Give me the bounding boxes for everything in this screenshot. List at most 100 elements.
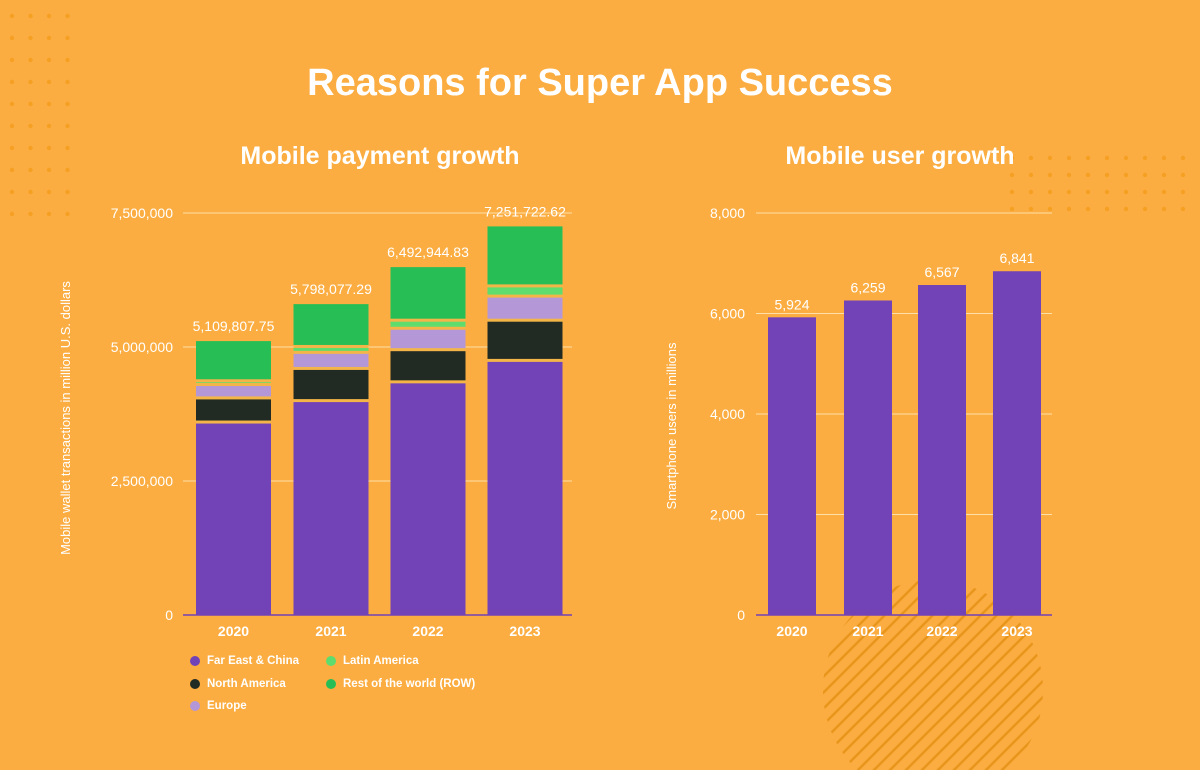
y-tick-label: 2,500,000 xyxy=(111,473,173,489)
y-tick-label: 0 xyxy=(165,607,173,623)
decor-dot xyxy=(46,79,52,85)
bar-segment xyxy=(196,380,271,385)
y-tick-label: 4,000 xyxy=(710,406,745,422)
segment-separator xyxy=(487,358,563,362)
segment-separator xyxy=(487,284,563,288)
legend-item-europe: Europe xyxy=(190,700,247,712)
bar-segment xyxy=(487,320,563,361)
x-tick-label: 2022 xyxy=(926,623,957,639)
decor-dot xyxy=(1142,189,1148,195)
bar-value-label: 6,841 xyxy=(999,250,1034,266)
decor-dot xyxy=(1028,172,1034,178)
decor-dot xyxy=(1047,155,1053,161)
legend-swatch xyxy=(326,679,336,689)
decor-dot xyxy=(9,145,15,151)
bar-segment xyxy=(390,349,466,382)
decor-dot xyxy=(65,35,70,41)
x-tick-label: 2022 xyxy=(412,623,443,639)
decor-dot xyxy=(46,57,52,63)
y-axis-label: Smartphone users in millions xyxy=(664,342,679,509)
decor-dot xyxy=(1047,189,1053,195)
bar-segment xyxy=(293,352,369,369)
decor-dot xyxy=(1161,172,1167,178)
decor-stripe xyxy=(971,580,1043,770)
decor-stripe xyxy=(823,580,961,770)
segment-separator xyxy=(487,294,563,298)
decor-dot xyxy=(9,13,15,19)
bar-value-label: 6,259 xyxy=(850,279,885,295)
decor-dot xyxy=(46,167,52,173)
decor-dot xyxy=(65,79,70,85)
decor-dot xyxy=(9,79,15,85)
decor-dot xyxy=(28,145,33,151)
decor-dot xyxy=(9,211,15,217)
legend-label: Europe xyxy=(207,700,247,712)
decor-stripe xyxy=(923,580,1043,770)
decor-dot xyxy=(1047,206,1053,212)
decor-dot xyxy=(65,101,70,107)
segment-separator xyxy=(196,420,271,424)
decor-dot xyxy=(28,167,33,173)
segment-separator xyxy=(293,366,369,370)
segment-separator xyxy=(293,344,369,348)
decor-dot xyxy=(9,189,15,195)
bar-segment xyxy=(196,397,271,423)
x-tick-label: 2021 xyxy=(852,623,883,639)
decor-stripe xyxy=(843,580,1043,770)
legend-label: Rest of the world (ROW) xyxy=(343,678,476,690)
bar-total-label: 5,798,077.29 xyxy=(290,281,372,297)
decor-dot xyxy=(1180,189,1186,195)
dot-pattern-top-left xyxy=(9,13,70,217)
decor-dot xyxy=(1009,206,1015,212)
x-tick-label: 2023 xyxy=(509,623,540,639)
y-tick-label: 8,000 xyxy=(710,205,745,221)
decor-dot xyxy=(46,13,52,19)
decor-stripe xyxy=(891,580,1043,770)
bar-segment xyxy=(196,384,271,398)
bar-total-label: 6,492,944.83 xyxy=(387,244,469,260)
decor-dot xyxy=(1066,155,1072,161)
bar-value-label: 6,567 xyxy=(924,264,959,280)
bar-segment xyxy=(487,360,563,615)
decor-dot xyxy=(1066,206,1072,212)
bar-segment xyxy=(196,341,271,381)
decor-dot xyxy=(1123,155,1129,161)
bar-segment xyxy=(390,381,466,615)
decor-dot xyxy=(65,57,70,63)
decor-dot xyxy=(46,101,52,107)
decor-dot xyxy=(9,167,15,173)
decor-dot xyxy=(9,123,15,129)
y-tick-label: 5,000,000 xyxy=(111,339,173,355)
decor-dot xyxy=(1180,206,1186,212)
decor-dot xyxy=(28,101,33,107)
decor-dot xyxy=(1104,155,1110,161)
decor-dot xyxy=(28,123,33,129)
y-tick-label: 0 xyxy=(737,607,745,623)
segment-separator xyxy=(390,318,466,322)
decor-dot xyxy=(65,167,70,173)
bar-value-label: 5,924 xyxy=(774,296,809,312)
bar-total-label: 5,109,807.75 xyxy=(193,318,275,334)
decor-dot xyxy=(9,35,15,41)
segment-separator xyxy=(390,326,466,330)
bar-segment xyxy=(293,346,369,353)
bar xyxy=(844,300,892,615)
decor-dot xyxy=(46,211,52,217)
decor-dot xyxy=(1104,206,1110,212)
decor-dot xyxy=(65,123,70,129)
decor-dot xyxy=(1104,172,1110,178)
decor-dot xyxy=(1028,155,1034,161)
decor-dot xyxy=(1123,172,1129,178)
decor-dot xyxy=(1161,155,1167,161)
decor-stripe xyxy=(907,580,1043,770)
dot-pattern-top-right xyxy=(1009,155,1186,212)
segment-separator xyxy=(390,380,466,384)
decor-dot xyxy=(1085,206,1091,212)
segment-separator xyxy=(293,350,369,354)
decor-dot xyxy=(1047,172,1053,178)
user-chart-title: Mobile user growth xyxy=(785,142,1015,170)
decor-dot xyxy=(1142,155,1148,161)
bar-total-label: 7,251,722.62 xyxy=(484,203,566,219)
page-title: Reasons for Super App Success xyxy=(307,62,893,104)
